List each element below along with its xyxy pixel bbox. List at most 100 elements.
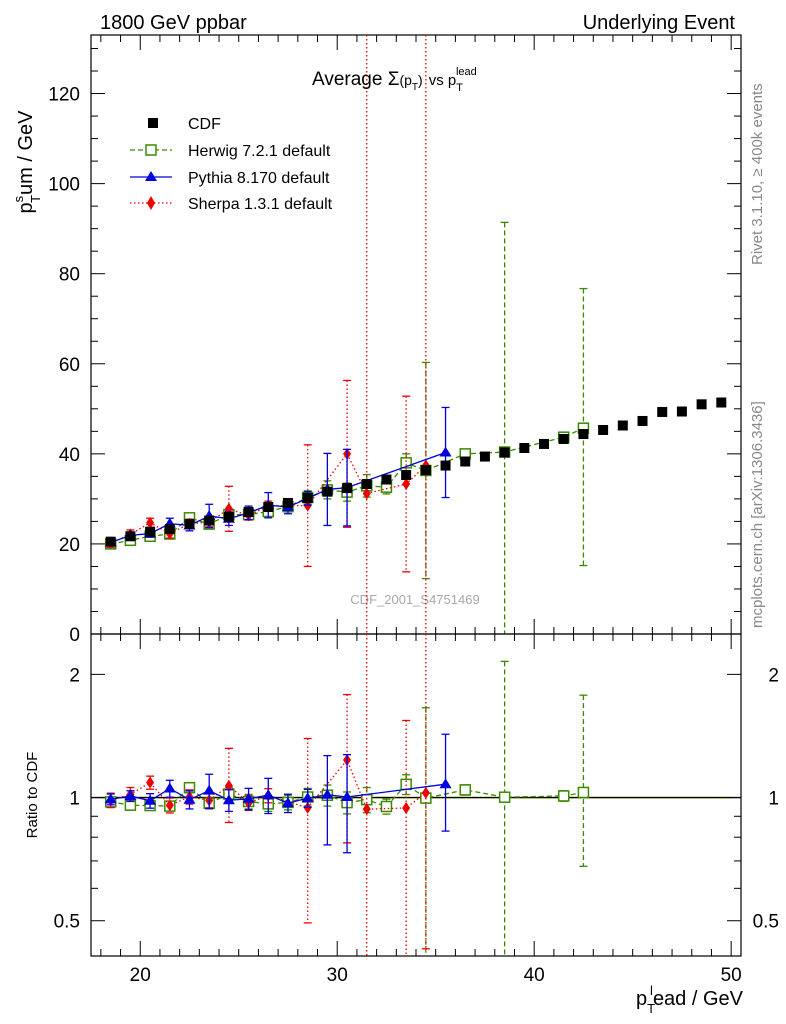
ratio-sherpa-point	[165, 799, 174, 812]
main-cdf-point	[184, 519, 195, 530]
ratio-pythia-point	[242, 792, 255, 803]
main-pythia-point	[439, 446, 452, 457]
ratio-y-tick-label: 1	[69, 789, 80, 810]
legend-label-sherpa: Sherpa 1.3.1 default	[188, 196, 333, 213]
legend-marker-pythia	[145, 171, 157, 181]
main-cdf-point	[499, 447, 510, 458]
ratio-pythia-point	[183, 793, 196, 804]
ratio-pythia-point	[321, 788, 334, 799]
main-cdf-point	[361, 479, 372, 490]
main-watermark: CDF_2001_S4751469	[350, 592, 479, 607]
y-tick-label: 40	[59, 445, 80, 466]
main-panel: 0 20 40 60 80 100 120 CDF_2001_S4751469 Averag…	[11, 34, 742, 646]
ratio-pythia-point	[203, 784, 216, 795]
legend-label-cdf: CDF	[188, 116, 221, 133]
legend-label-pythia: Pythia 8.170 default	[188, 170, 330, 187]
ratio-herwig-point	[557, 790, 570, 802]
ratio-herwig-point	[498, 791, 511, 803]
ratio-herwig-point	[380, 800, 393, 813]
main-series-cdf	[105, 397, 727, 547]
main-sherpa-point	[362, 487, 371, 500]
ratio-pythia-point	[104, 793, 117, 804]
ratio-herwig-line	[110, 783, 584, 808]
x-tick-label: 20	[130, 965, 151, 986]
ratio-series-layer	[91, 634, 741, 956]
y-tick-label: 120	[48, 85, 80, 106]
ratio-pythia-point	[262, 789, 275, 800]
main-cdf-point	[716, 397, 727, 408]
ratio-herwig-point	[459, 784, 471, 796]
ratio-sherpa-line	[110, 758, 427, 810]
y-tick-label: 80	[59, 265, 80, 286]
main-series-herwig	[104, 221, 590, 634]
main-cdf-point	[440, 460, 451, 471]
main-cdf-point	[696, 399, 707, 410]
ratio-y-tick-label: 2	[69, 665, 80, 686]
legend-marker-sherpa	[147, 196, 155, 210]
ratio-panel: 20 30 40 50 0.5 0.5 1 1 2 2 Ratio to CDF pTlead /…	[24, 633, 779, 1016]
x-axis-label: pTlead / GeV	[636, 983, 744, 1016]
rivet-side-label: Rivet 3.1.10, ≥ 400k events	[749, 83, 766, 265]
ratio-pythia-line	[110, 783, 446, 804]
main-y-axis-label: ps Tum / GeV	[11, 110, 43, 214]
legend-marker-herwig	[145, 144, 157, 156]
main-axis-ticks: 0 20 40 60 80 100 120	[48, 35, 741, 646]
main-cdf-point	[145, 526, 156, 537]
ratio-pythia-point	[222, 794, 235, 805]
y-tick-label: 0	[69, 625, 80, 646]
x-tick-label: 50	[721, 965, 742, 986]
y-tick-label: 100	[48, 175, 80, 196]
ratio-y-tick-label: 1	[768, 789, 779, 810]
main-cdf-point	[420, 465, 431, 476]
ratio-pythia-point	[341, 791, 354, 802]
legend-marker-cdf	[148, 118, 158, 128]
main-cdf-point	[539, 438, 550, 449]
header-right-label: Underlying Event	[583, 12, 736, 34]
legend-label-herwig: Herwig 7.2.1 default	[188, 143, 331, 160]
ratio-axis-ticks: 20 30 40 50 0.5 0.5 1 1 2 2	[54, 634, 779, 986]
ratio-pythia-point	[163, 782, 176, 793]
main-cdf-point	[676, 406, 687, 417]
plot-title: Average Σ(pT) vs pTlead	[312, 66, 477, 94]
main-cdf-point	[637, 415, 648, 426]
ratio-pythia-point	[144, 794, 157, 805]
x-tick-label: 30	[327, 965, 348, 986]
ratio-y-tick-label: 0.5	[753, 912, 779, 933]
main-cdf-point	[263, 501, 274, 512]
ratio-pythia-point	[281, 797, 294, 808]
main-cdf-point	[125, 531, 136, 542]
ratio-sherpa-point	[362, 803, 371, 816]
main-cdf-point	[578, 429, 589, 440]
main-cdf-point	[657, 406, 668, 417]
ratio-y-tick-label: 2	[768, 665, 779, 686]
main-cdf-point	[519, 442, 530, 453]
ratio-y-axis-label: Ratio to CDF	[24, 752, 41, 839]
main-cdf-point	[105, 536, 116, 547]
main-cdf-point	[558, 433, 569, 444]
mcplots-side-label: mcplots.cern.ch [arXiv:1306.3436]	[749, 401, 766, 628]
legend: CDF Herwig 7.2.1 default Pythia 8.170 de…	[130, 116, 333, 213]
main-cdf-point	[381, 474, 392, 485]
ratio-sherpa-point	[146, 776, 155, 789]
ratio-pythia-point	[124, 789, 137, 800]
main-cdf-point	[164, 524, 175, 535]
main-cdf-point	[282, 497, 293, 508]
y-tick-label: 20	[59, 535, 80, 556]
main-cdf-point	[598, 424, 609, 435]
main-cdf-point	[243, 506, 254, 517]
main-series-layer	[104, 35, 727, 634]
ratio-sherpa-point	[421, 786, 430, 799]
main-cdf-point	[223, 511, 234, 522]
main-cdf-point	[302, 492, 313, 503]
ratio-herwig-point	[577, 786, 590, 799]
x-tick-label: 40	[524, 965, 545, 986]
ratio-pythia-point	[439, 778, 452, 789]
ratio-sherpa-point	[224, 779, 233, 792]
main-sherpa-point	[146, 516, 155, 529]
header-left-label: 1800 GeV ppbar	[100, 12, 247, 34]
ratio-y-tick-label: 0.5	[54, 912, 80, 933]
ratio-sherpa-point	[402, 801, 411, 814]
main-series-pythia	[104, 406, 452, 547]
ratio-series-pythia	[104, 733, 452, 854]
